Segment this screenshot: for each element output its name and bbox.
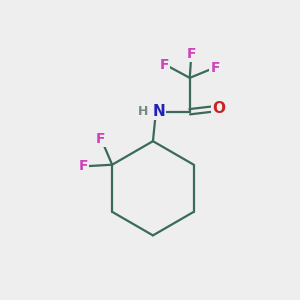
Text: F: F <box>79 159 88 173</box>
Text: F: F <box>210 61 220 75</box>
Text: F: F <box>96 132 105 146</box>
Text: F: F <box>160 58 169 73</box>
Text: N: N <box>152 104 165 119</box>
Text: H: H <box>137 105 148 118</box>
Text: O: O <box>212 101 225 116</box>
Text: F: F <box>187 47 196 61</box>
